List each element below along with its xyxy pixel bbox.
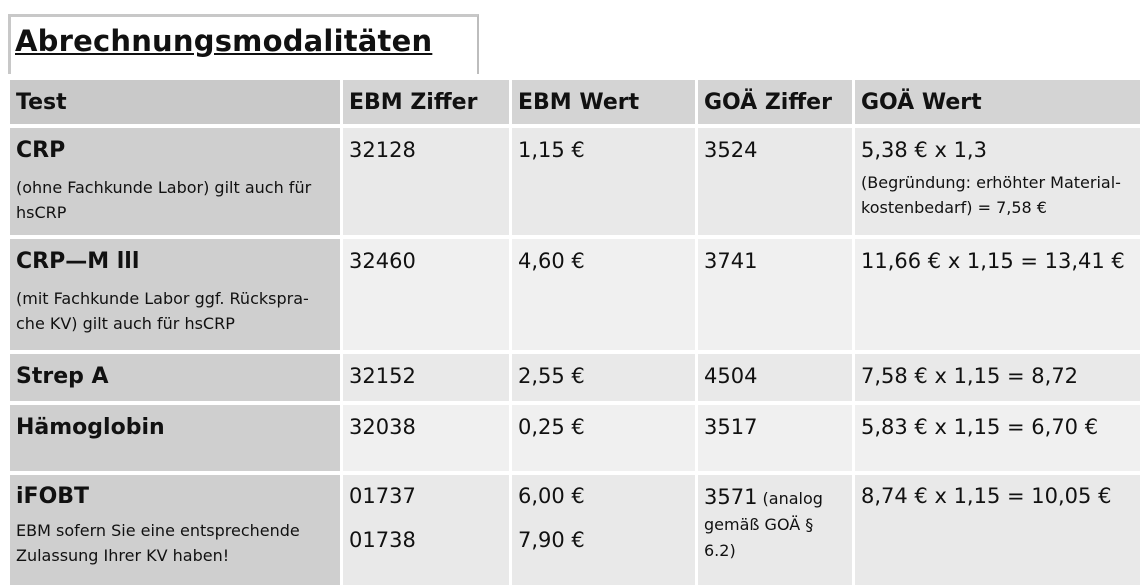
cell-ebm-wert: 1,15 € bbox=[512, 128, 695, 235]
test-note: (ohne Fachkunde Labor) gilt auch für hsC… bbox=[16, 178, 312, 222]
goa-wert: 11,66 € x 1,15 = 13,41 € bbox=[861, 249, 1125, 273]
test-note: EBM sofern Sie eine entsprechende Zulass… bbox=[16, 521, 300, 565]
cell-goa-wert: 11,66 € x 1,15 = 13,41 € bbox=[855, 239, 1140, 350]
test-name: Strep A bbox=[16, 364, 109, 389]
cell-ebm-ziffer: 01737 01738 bbox=[343, 475, 509, 585]
cell-ebm-wert: 6,00 € 7,90 € bbox=[512, 475, 695, 585]
header-ebm-ziffer: EBM Ziffer bbox=[343, 80, 509, 124]
header-ebm-wert: EBM Wert bbox=[512, 80, 695, 124]
goa-wert: 5,83 € x 1,15 = 6,70 € bbox=[861, 415, 1099, 439]
header-goa-ziffer: GOÄ Ziffer bbox=[698, 80, 852, 124]
cell-ebm-wert: 0,25 € bbox=[512, 405, 695, 471]
ebm-ziffer: 32152 bbox=[349, 364, 416, 388]
ebm-wert: 2,55 € bbox=[518, 364, 585, 388]
table-row-crp-test: CRP (ohne Fachkunde Labor) gilt auch für… bbox=[10, 128, 340, 235]
cell-goa-wert: 7,58 € x 1,15 = 8,72 bbox=[855, 354, 1140, 401]
ebm-ziffer: 32460 bbox=[349, 249, 416, 273]
goa-wert: 5,38 € x 1,3 bbox=[861, 138, 987, 162]
test-name: iFOBT bbox=[16, 484, 90, 509]
goa-wert: 7,58 € x 1,15 = 8,72 bbox=[861, 364, 1079, 388]
goa-wert-note: (Begründung: erhöhter Material-kostenbed… bbox=[861, 173, 1121, 217]
goa-ziffer: 3517 bbox=[704, 415, 758, 439]
header-test: Test bbox=[10, 80, 340, 124]
cell-ebm-ziffer: 32152 bbox=[343, 354, 509, 401]
cell-goa-ziffer: 3524 bbox=[698, 128, 852, 235]
cell-goa-ziffer: 3741 bbox=[698, 239, 852, 350]
ebm-wert: 6,00 € bbox=[518, 484, 585, 508]
cell-ebm-wert: 4,60 € bbox=[512, 239, 695, 350]
cell-ebm-ziffer: 32460 bbox=[343, 239, 509, 350]
cell-ebm-ziffer: 32128 bbox=[343, 128, 509, 235]
ebm-ziffer: 32038 bbox=[349, 415, 416, 439]
test-name: CRP bbox=[16, 138, 66, 163]
cell-goa-ziffer: 3571 (analog gemäß GOÄ § 6.2) bbox=[698, 475, 852, 585]
test-note: (mit Fachkunde Labor ggf. Rückspra-che K… bbox=[16, 289, 309, 333]
header-goa-wert: GOÄ Wert bbox=[855, 80, 1140, 124]
goa-ziffer: 4504 bbox=[704, 364, 758, 388]
ebm-wert: 0,25 € bbox=[518, 415, 585, 439]
cell-goa-ziffer: 4504 bbox=[698, 354, 852, 401]
ebm-ziffer-2: 01738 bbox=[349, 528, 416, 552]
test-name: Hämoglobin bbox=[16, 415, 165, 440]
cell-goa-wert: 5,83 € x 1,15 = 6,70 € bbox=[855, 405, 1140, 471]
goa-wert: 8,74 € x 1,15 = 10,05 € bbox=[861, 484, 1112, 508]
table-row-crpm-test: CRP—M lll (mit Fachkunde Labor ggf. Rück… bbox=[10, 239, 340, 350]
goa-ziffer: 3524 bbox=[704, 138, 758, 162]
ebm-wert: 1,15 € bbox=[518, 138, 585, 162]
cell-ebm-ziffer: 32038 bbox=[343, 405, 509, 471]
ebm-wert: 4,60 € bbox=[518, 249, 585, 273]
table-row-hb-test: Hämoglobin bbox=[10, 405, 340, 471]
title-frame bbox=[8, 14, 479, 74]
page-title: Abrechnungsmodalitäten bbox=[15, 24, 433, 58]
cell-ebm-wert: 2,55 € bbox=[512, 354, 695, 401]
goa-ziffer: 3571 bbox=[704, 485, 758, 509]
cell-goa-wert: 8,74 € x 1,15 = 10,05 € bbox=[855, 475, 1140, 585]
goa-ziffer-note: (analog gemäß GOÄ § 6.2) bbox=[704, 489, 823, 560]
ebm-ziffer: 32128 bbox=[349, 138, 416, 162]
table-row-ifobt-test: iFOBT EBM sofern Sie eine entsprechende … bbox=[10, 475, 340, 585]
ebm-wert-2: 7,90 € bbox=[518, 528, 585, 552]
cell-goa-wert: 5,38 € x 1,3 (Begründung: erhöhter Mater… bbox=[855, 128, 1140, 235]
table-row-strep-test: Strep A bbox=[10, 354, 340, 401]
ebm-ziffer: 01737 bbox=[349, 484, 416, 508]
test-name: CRP—M lll bbox=[16, 249, 140, 274]
cell-goa-ziffer: 3517 bbox=[698, 405, 852, 471]
goa-ziffer: 3741 bbox=[704, 249, 758, 273]
